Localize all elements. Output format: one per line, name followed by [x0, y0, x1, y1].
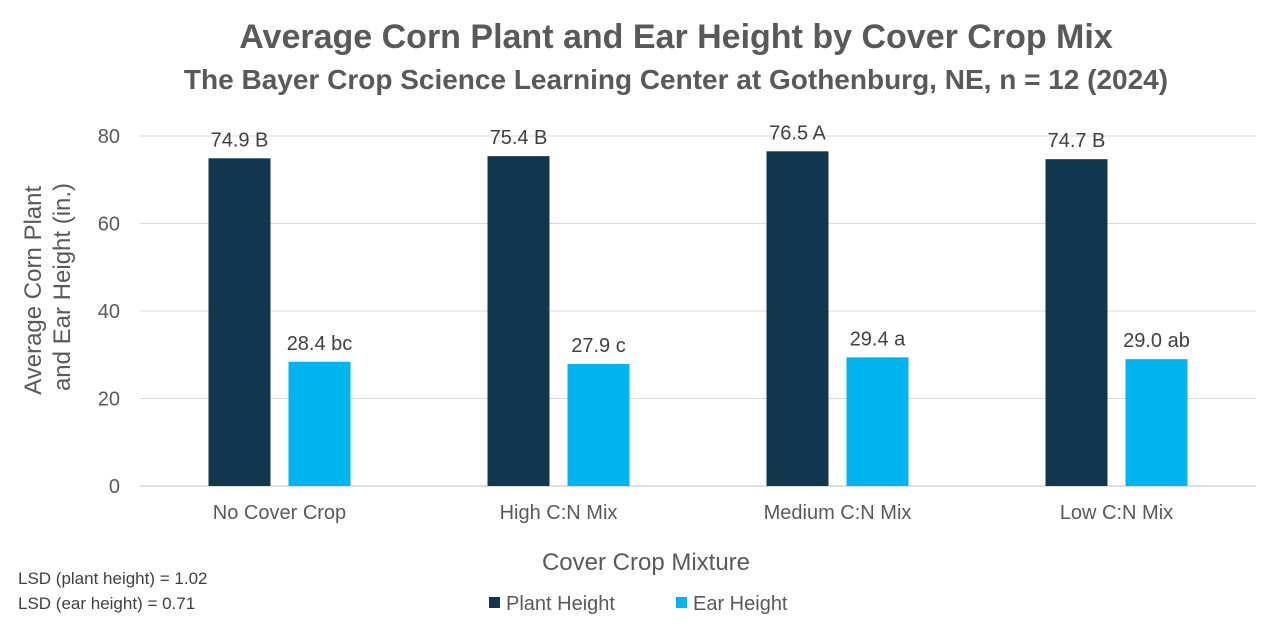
- ear-height-bar: [846, 357, 909, 486]
- category-label: Medium C:N Mix: [764, 502, 912, 524]
- plant-height-label: 75.4 B: [490, 127, 548, 149]
- category-label: Low C:N Mix: [1060, 502, 1173, 524]
- legend-swatch-plant-height: [489, 597, 500, 608]
- ear-height-bar: [288, 361, 351, 486]
- legend-swatch-ear-height: [676, 597, 687, 608]
- y-axis-ticks: 0 20 40 60 80: [98, 126, 120, 498]
- x-axis-categories: No Cover Crop High C:N Mix Medium C:N Mix L…: [213, 502, 1173, 524]
- ear-height-label: 29.4 a: [850, 328, 906, 350]
- y-tick-label: 80: [98, 126, 120, 148]
- y-tick-label: 40: [98, 301, 120, 323]
- lsd-plant-note: LSD (plant height) = 1.02: [18, 569, 207, 588]
- x-axis-title: Cover Crop Mixture: [542, 549, 750, 576]
- y-axis-title: Average Corn Plant and Ear Height (in.): [20, 179, 76, 395]
- plant-height-label: 74.9 B: [211, 129, 269, 151]
- lsd-ear-note: LSD (ear height) = 0.71: [18, 594, 195, 613]
- legend-label-ear-height: Ear Height: [693, 593, 788, 615]
- chart-title: Average Corn Plant and Ear Height by Cov…: [239, 18, 1113, 56]
- bars: [208, 151, 1188, 486]
- ear-height-label: 29.0 ab: [1123, 330, 1190, 352]
- plant-height-label: 76.5 A: [769, 122, 826, 144]
- plant-height-label: 74.7 B: [1048, 130, 1106, 152]
- ear-height-label: 27.9 c: [571, 335, 625, 357]
- chart-subtitle: The Bayer Crop Science Learning Center a…: [184, 64, 1168, 95]
- y-axis-title-line-2: and Ear Height (in.): [49, 183, 76, 391]
- legend-label-plant-height: Plant Height: [506, 593, 615, 615]
- category-label: High C:N Mix: [500, 502, 618, 524]
- y-axis-title-line-1: Average Corn Plant: [20, 185, 47, 394]
- category-label: No Cover Crop: [213, 502, 346, 524]
- plant-height-bar: [1045, 159, 1108, 486]
- plant-height-bar: [487, 156, 550, 486]
- data-labels: 74.9 B 28.4 bc 75.4 B 27.9 c 76.5 A 29.4 a 74.…: [211, 122, 1190, 357]
- y-tick-label: 20: [98, 389, 120, 411]
- y-tick-label: 60: [98, 214, 120, 236]
- ear-height-label: 28.4 bc: [287, 333, 353, 355]
- plant-height-bar: [208, 158, 271, 486]
- legend: Plant Height Ear Height: [489, 593, 788, 615]
- ear-height-bar: [1125, 359, 1188, 486]
- ear-height-bar: [567, 363, 630, 486]
- y-tick-label: 0: [109, 476, 120, 498]
- plant-height-bar: [766, 151, 829, 486]
